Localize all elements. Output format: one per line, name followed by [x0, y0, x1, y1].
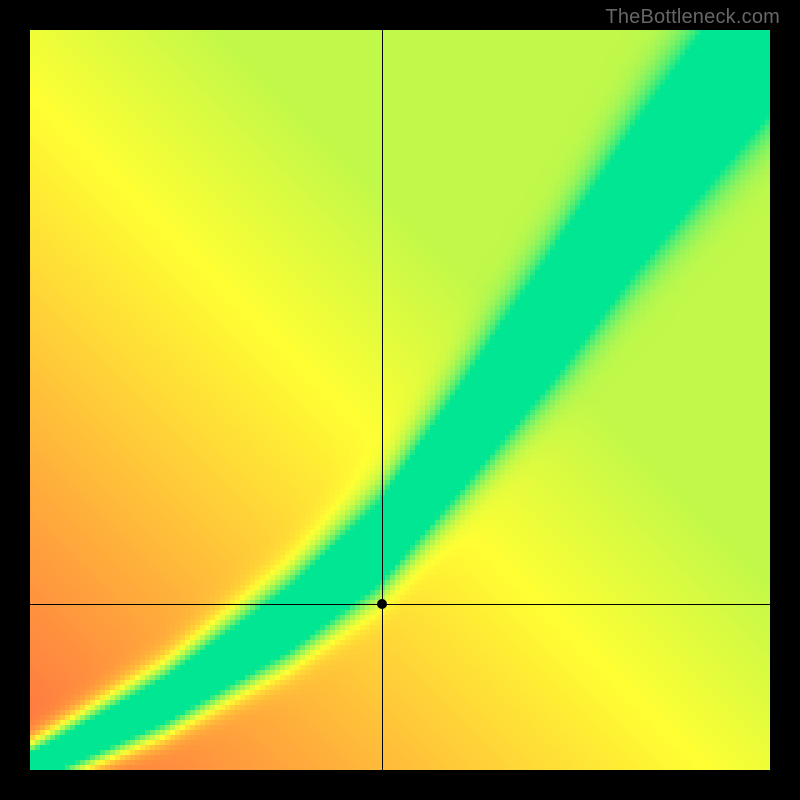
- crosshair-marker: [377, 599, 387, 609]
- crosshair-horizontal: [30, 604, 770, 605]
- chart-container: TheBottleneck.com: [0, 0, 800, 800]
- crosshair-vertical: [382, 30, 383, 770]
- heatmap-canvas: [30, 30, 770, 770]
- plot-area: [30, 30, 770, 770]
- watermark-text: TheBottleneck.com: [605, 6, 780, 29]
